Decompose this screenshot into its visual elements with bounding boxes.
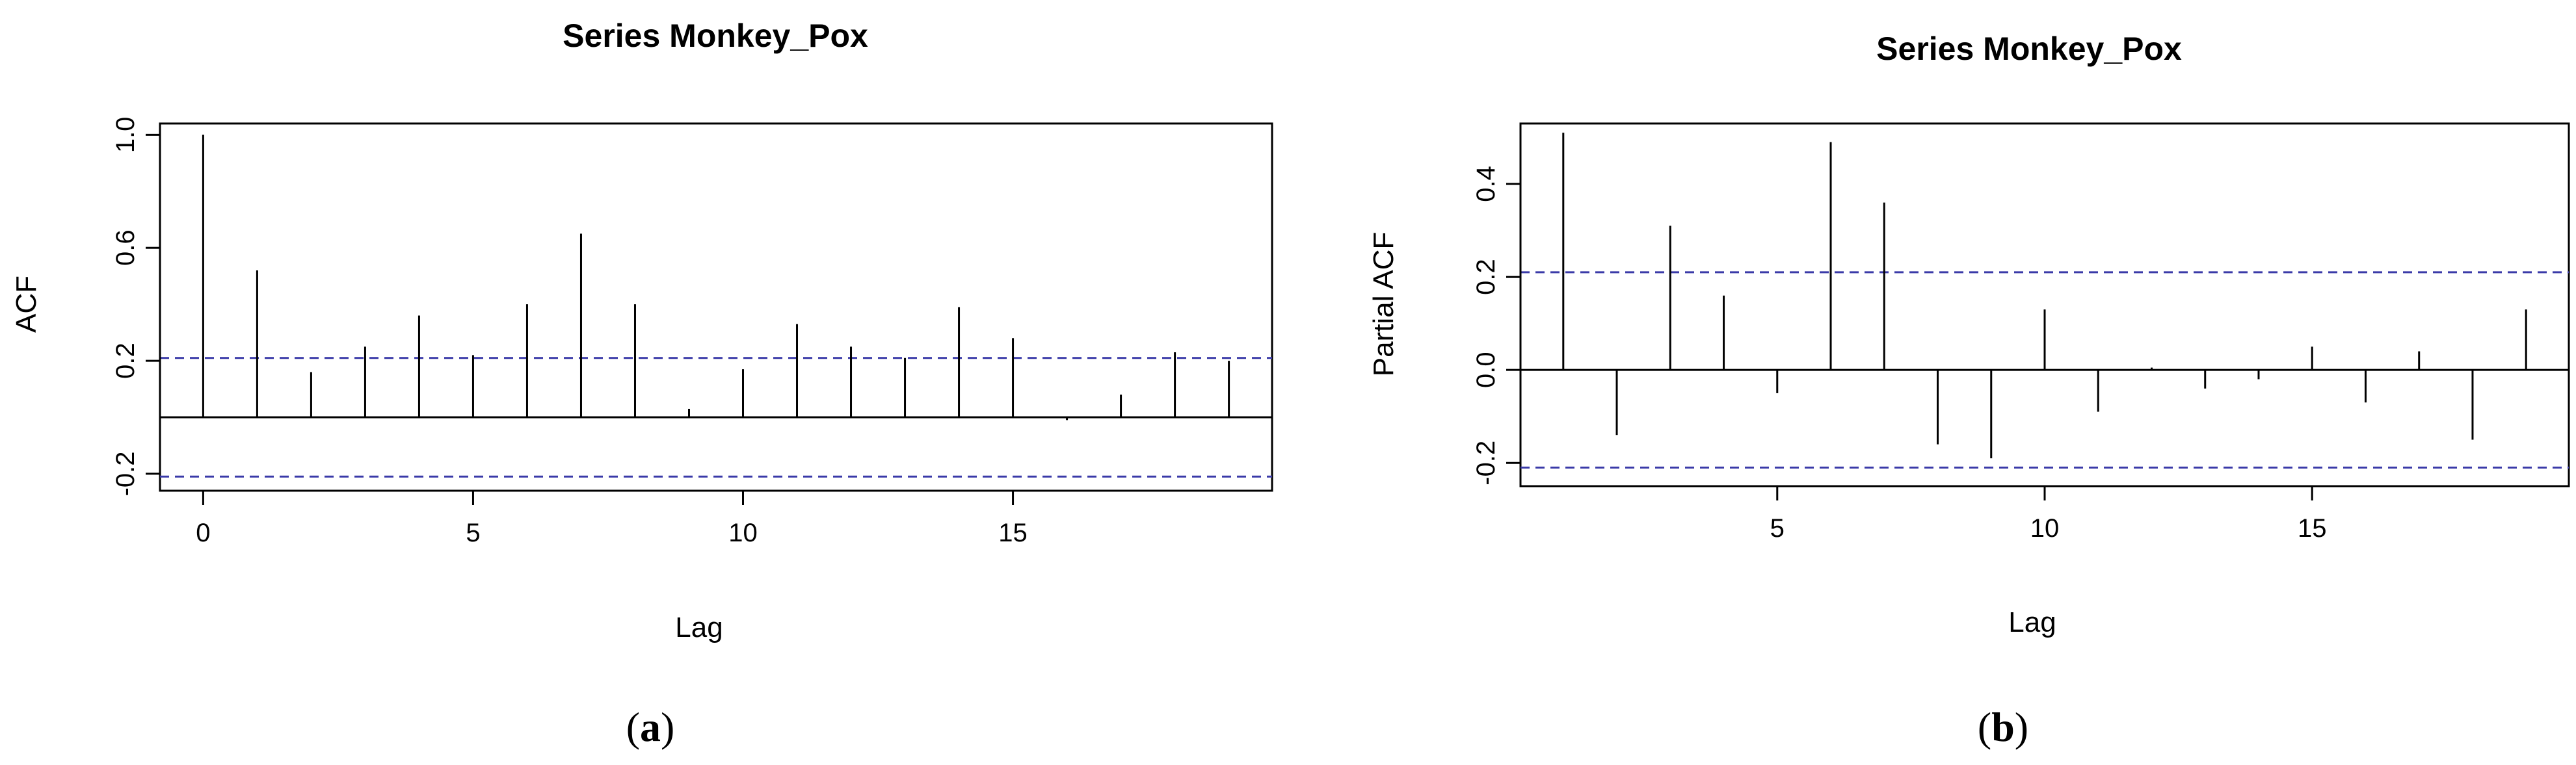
panel-a-caption-letter: a <box>640 704 661 750</box>
panel-b-x-axis: 5 10 15 <box>1770 485 2327 543</box>
panel-a-plot-frame <box>159 122 1273 492</box>
panel-a-x-axis: 0 5 10 15 <box>196 489 1028 547</box>
panel-b-plot-frame <box>1519 122 2570 487</box>
panel-a-y-tick-label-0: -0.2 <box>111 451 140 496</box>
panel-a-y-label: ACF <box>10 276 42 333</box>
panel-a-y-tick-label-3: 1.0 <box>111 117 140 153</box>
panel-a-caption: (a) <box>626 704 675 750</box>
panel-a-x-tick-label-10: 10 <box>728 519 758 547</box>
panel-a-bars <box>202 135 1230 421</box>
panel-a-confidence-band <box>160 357 1272 478</box>
panel-b-y-tick-label-2: 0.2 <box>1472 259 1500 295</box>
panel-b: Series Monkey_Pox 5 10 15 -0.2 0.0 0.2 0.4 La… <box>1368 31 2570 750</box>
panel-b-caption-close: ) <box>2015 704 2028 750</box>
panel-a-caption-close: ) <box>661 704 674 750</box>
panel-a-title: Series Monkey_Pox <box>563 18 868 54</box>
panel-a-x-label: Lag <box>675 612 723 643</box>
panel-b-y-tick-label-0: -0.2 <box>1472 441 1500 486</box>
panel-b-x-tick-label-5: 5 <box>1770 514 1785 543</box>
panel-a-x-tick-label-0: 0 <box>196 519 210 547</box>
panel-a: Series Monkey_Pox 0 5 10 15 -0.2 0.2 0.6 1.0 L… <box>10 18 1273 750</box>
panel-b-bars <box>1562 133 2527 459</box>
panel-b-x-tick-label-15: 15 <box>2298 514 2327 543</box>
panel-b-confidence-band <box>1520 271 2569 469</box>
panel-b-y-axis: -0.2 0.0 0.2 0.4 <box>1472 166 1522 486</box>
panel-a-y-tick-label-2: 0.6 <box>111 229 140 266</box>
panel-a-x-tick-label-15: 15 <box>998 519 1028 547</box>
panel-b-caption-letter: b <box>1991 704 2015 750</box>
panel-a-x-tick-label-5: 5 <box>466 519 480 547</box>
panel-b-caption: (b) <box>1978 704 2028 750</box>
panel-b-x-label: Lag <box>2008 606 2056 638</box>
panel-b-title: Series Monkey_Pox <box>1876 31 2182 67</box>
panel-b-y-label: Partial ACF <box>1368 232 1400 377</box>
panel-a-y-axis: -0.2 0.2 0.6 1.0 <box>111 117 161 496</box>
panel-b-caption-open: ( <box>1978 704 1991 750</box>
panel-a-y-tick-label-1: 0.2 <box>111 343 140 379</box>
panel-b-x-tick-label-10: 10 <box>2030 514 2060 543</box>
panel-a-caption-open: ( <box>626 704 640 750</box>
panel-b-y-tick-label-3: 0.4 <box>1472 166 1500 202</box>
panel-b-y-tick-label-1: 0.0 <box>1472 352 1500 388</box>
